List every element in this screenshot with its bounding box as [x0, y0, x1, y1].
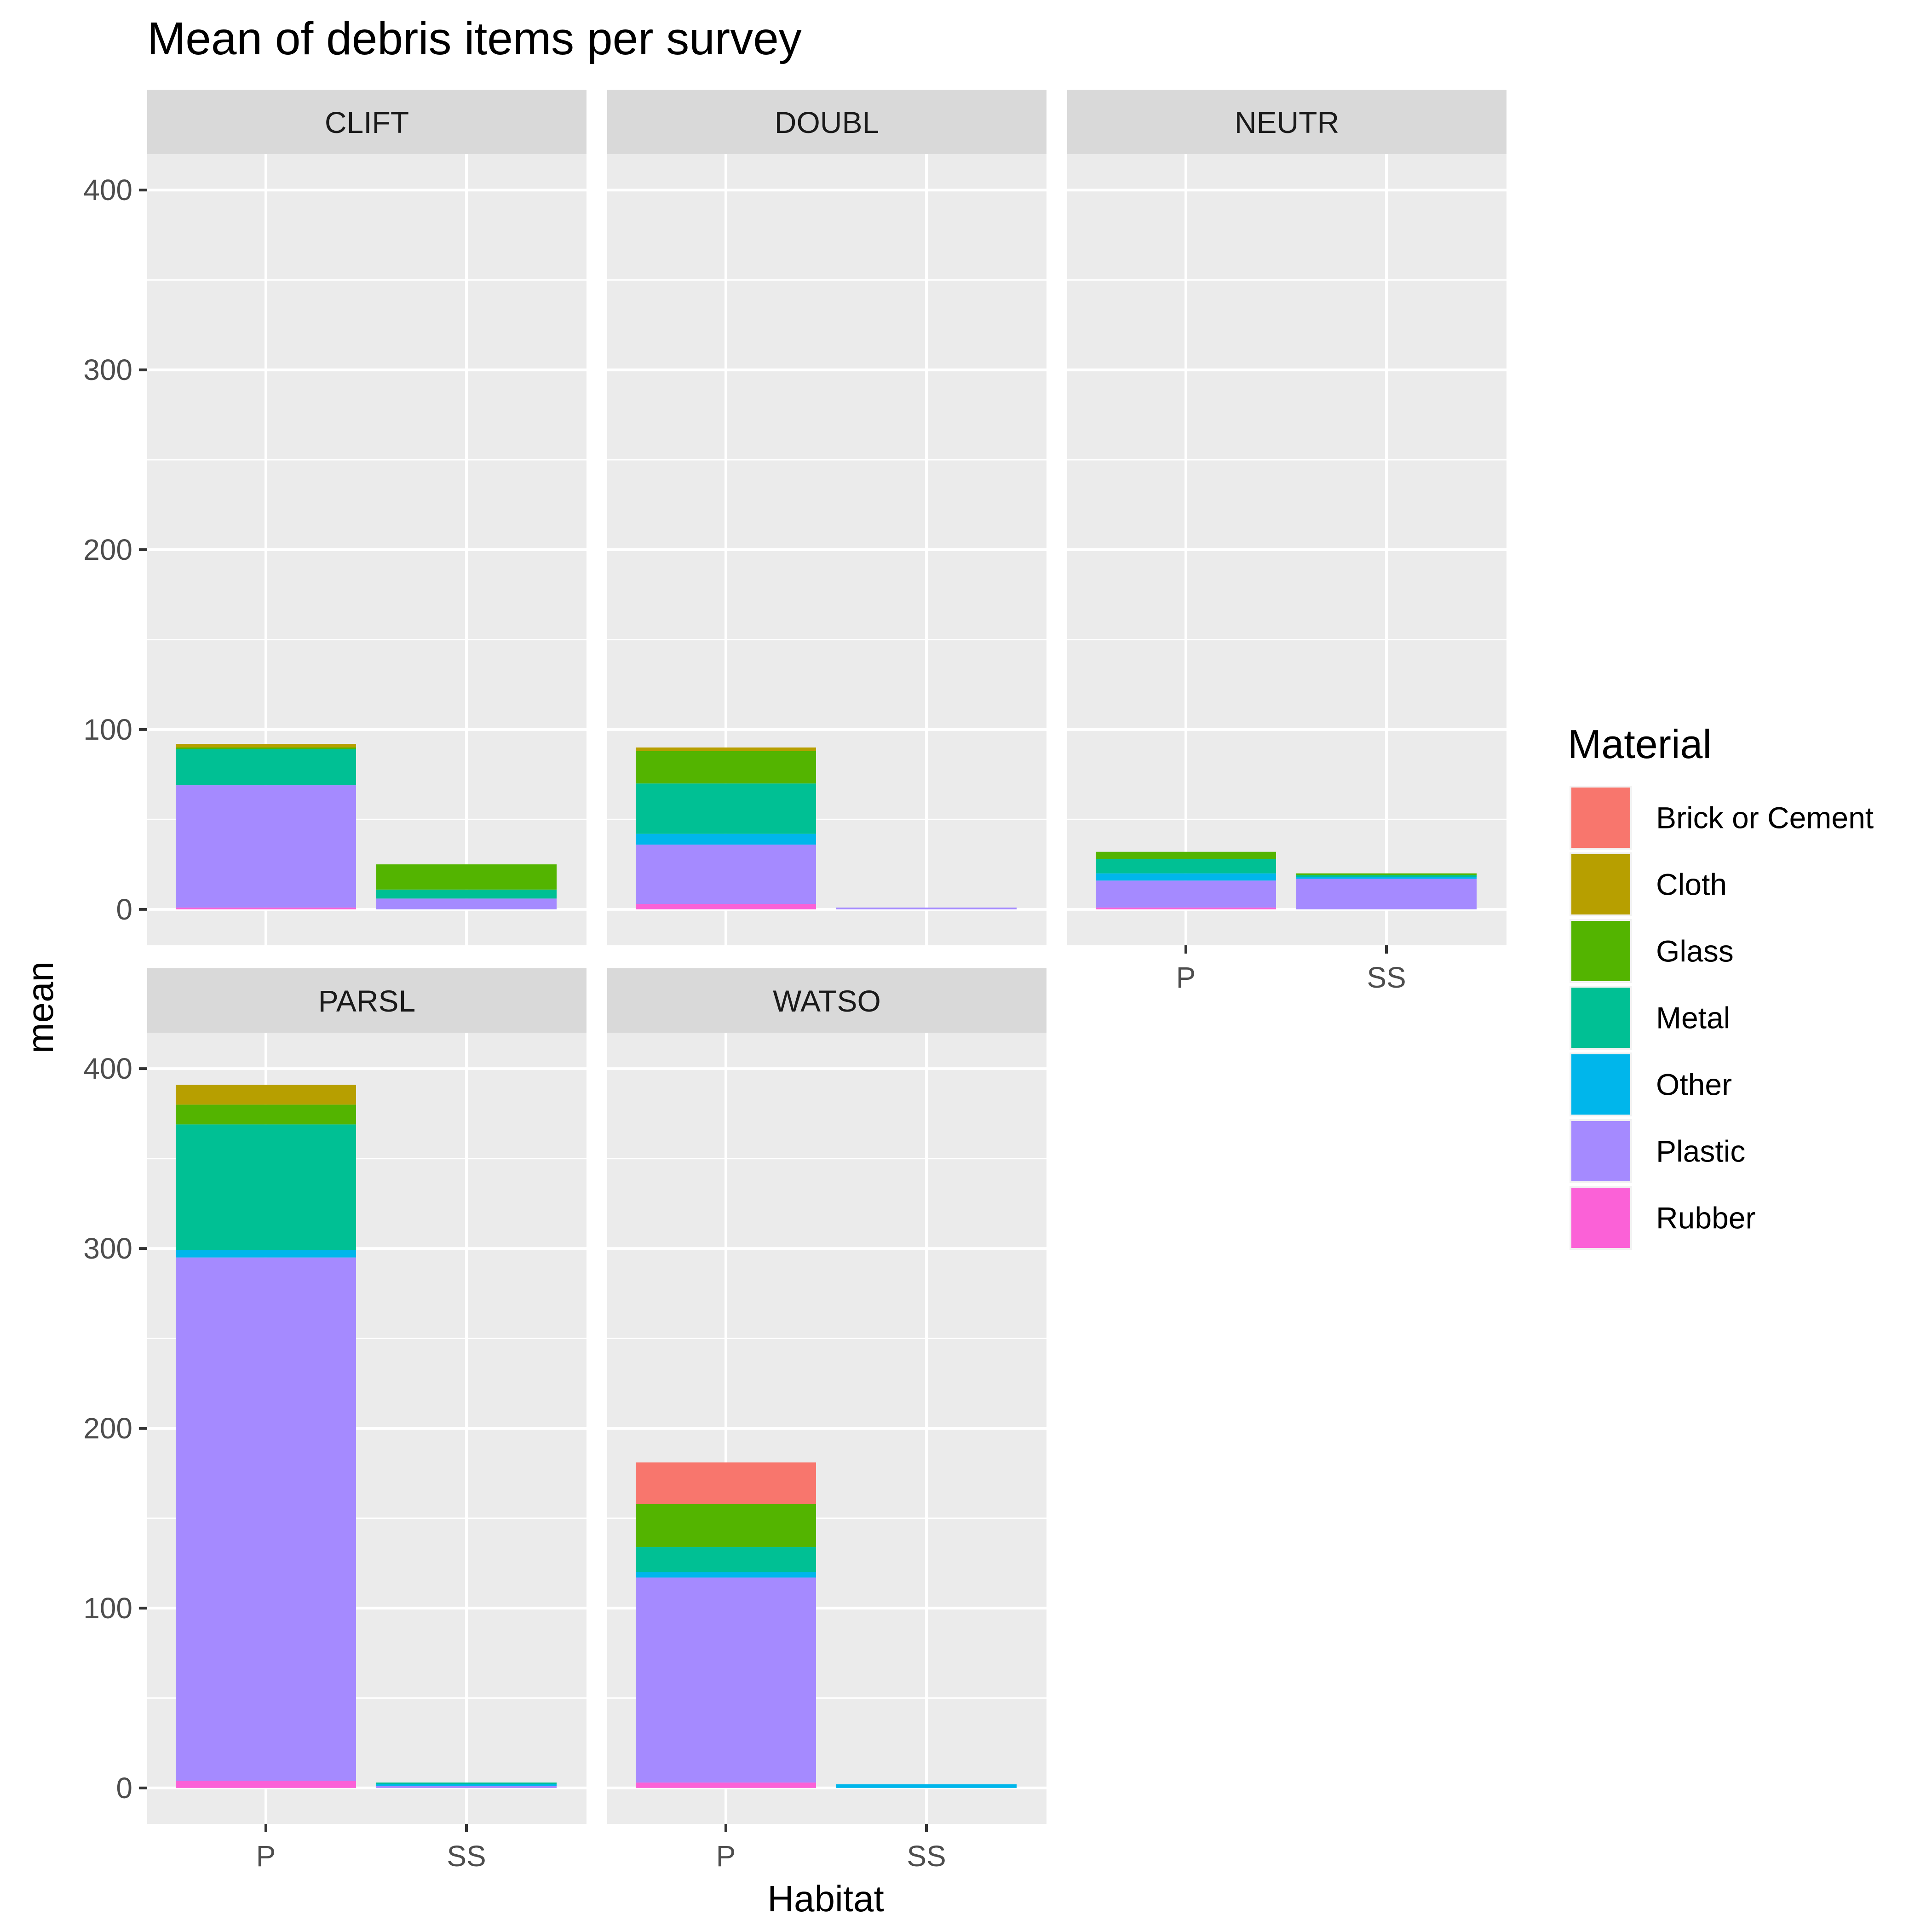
y-tick-label: 200 — [83, 533, 132, 566]
bar-segment-glass — [1296, 873, 1477, 875]
bar-segment-plastic — [1096, 880, 1276, 908]
facet-strip-label: WATSO — [773, 984, 881, 1018]
bar-segment-plastic — [1296, 879, 1477, 909]
facet-strip-label: DOUBL — [775, 105, 879, 139]
bar-segment-glass — [176, 748, 356, 749]
legend-key-other — [1571, 1054, 1630, 1115]
bar-segment-rubber — [176, 907, 356, 909]
x-tick-label: P — [1176, 961, 1196, 994]
facet-panel-clift: CLIFT 0 100 200 300 400 — [83, 90, 586, 945]
bar-segment-glass — [1096, 851, 1276, 859]
bar-segment-rubber — [1096, 907, 1276, 909]
bar-segment-metal — [636, 783, 816, 834]
y-tick-label: 400 — [83, 1052, 132, 1085]
bar-segment-other — [836, 1784, 1017, 1788]
y-tick-label: 200 — [83, 1412, 132, 1445]
bar-segment-other — [636, 834, 816, 845]
facet-panel-neutr: NEUTR P SS — [1067, 90, 1506, 994]
bar-segment-plastic — [376, 898, 557, 909]
facet-panel-parsl: PARSL 0 100 200 300 400 P SS — [83, 968, 586, 1873]
bar-segment-plastic — [176, 785, 356, 908]
legend-key-cloth — [1571, 854, 1630, 914]
legend-entry-label: Rubber — [1656, 1201, 1755, 1235]
legend-entry-label: Glass — [1656, 934, 1734, 968]
bar-segment-glass — [636, 1504, 816, 1547]
facet-panel-doubl: DOUBL — [607, 90, 1046, 945]
bar-segment-plastic — [836, 907, 1017, 909]
chart-title: Mean of debris items per survey — [147, 13, 802, 64]
bar-segment-metal — [176, 1124, 356, 1250]
bar-segment-rubber — [176, 1781, 356, 1788]
facet-strip — [147, 968, 586, 1033]
bar-segment-other — [176, 1250, 356, 1258]
x-tick-label: P — [716, 1840, 736, 1873]
legend-entry-label: Brick or Cement — [1656, 801, 1874, 835]
x-tick-label: SS — [907, 1840, 946, 1873]
bar-segment-metal — [1296, 875, 1477, 877]
bar-segment-plastic — [636, 1577, 816, 1783]
bar-segment-other — [1096, 873, 1276, 881]
y-tick-label: 300 — [83, 1232, 132, 1265]
y-tick-label: 100 — [83, 713, 132, 746]
legend-entry-label: Cloth — [1656, 868, 1727, 902]
bar-segment-cloth — [636, 748, 816, 751]
bar-segment-glass — [636, 751, 816, 784]
bar-segment-metal — [176, 749, 356, 786]
legend-key-metal — [1571, 988, 1630, 1048]
bar-segment-glass — [176, 1104, 356, 1125]
legend-key-glass — [1571, 921, 1630, 981]
bar-segment-other — [1296, 877, 1477, 879]
legend: Material Brick or Cement Cloth Glass Metal O… — [1568, 721, 1874, 1250]
bar-segment-other — [636, 1572, 816, 1578]
bar-segment-metal — [636, 1547, 816, 1572]
x-tick-label: SS — [1367, 961, 1406, 994]
bar-segment-metal — [376, 889, 557, 899]
bar-segment-cloth — [176, 744, 356, 748]
facet-panel-watso: WATSO P SS — [607, 968, 1046, 1873]
legend-entry-label: Other — [1656, 1068, 1732, 1102]
bar-segment-other — [376, 1784, 557, 1786]
bar-segment-metal — [1096, 859, 1276, 874]
y-tick-label: 300 — [83, 353, 132, 386]
y-axis-label: mean — [20, 961, 61, 1053]
bar-segment-plastic — [636, 845, 816, 904]
legend-key-brick-or-cement — [1571, 788, 1630, 848]
y-tick-label: 400 — [83, 173, 132, 207]
bar-segment-metal — [376, 1782, 557, 1784]
bar-segment-plastic — [376, 1786, 557, 1788]
legend-key-rubber — [1571, 1188, 1630, 1248]
x-axis-label: Habitat — [767, 1878, 884, 1919]
facet-strip — [147, 90, 586, 154]
facet-panels: CLIFT 0 100 200 300 400 DOUBL NEUTR P SS PARSL 0 100… — [83, 90, 1506, 1873]
facet-strip — [1067, 90, 1506, 154]
x-tick-label: SS — [447, 1840, 486, 1873]
bar-segment-rubber — [636, 1782, 816, 1788]
facet-strip — [607, 90, 1046, 154]
y-tick-label: 0 — [116, 1771, 132, 1805]
y-tick-label: 0 — [116, 893, 132, 926]
bar-segment-cloth — [176, 1085, 356, 1105]
legend-entry-label: Metal — [1656, 1001, 1730, 1035]
legend-key-plastic — [1571, 1121, 1630, 1181]
facet-strip — [607, 968, 1046, 1033]
legend-entry-label: Plastic — [1656, 1134, 1745, 1168]
bar-segment-brick-or-cement — [636, 1462, 816, 1504]
x-tick-label: P — [256, 1840, 276, 1873]
facet-strip-label: PARSL — [318, 984, 416, 1018]
y-tick-label: 100 — [83, 1592, 132, 1625]
bar-segment-plastic — [176, 1257, 356, 1781]
facet-strip-label: NEUTR — [1235, 105, 1339, 139]
facet-strip-label: CLIFT — [325, 105, 409, 139]
legend-title: Material — [1568, 721, 1712, 767]
bar-segment-rubber — [636, 904, 816, 909]
bar-segment-glass — [376, 864, 557, 890]
